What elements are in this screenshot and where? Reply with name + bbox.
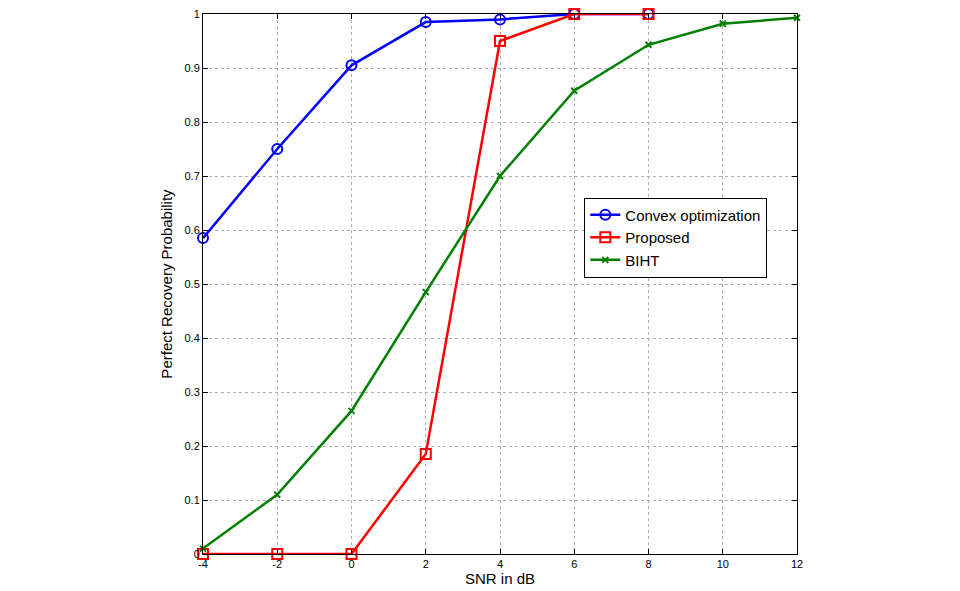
svg-text:0.1: 0.1 (185, 494, 200, 506)
svg-text:0.4: 0.4 (185, 332, 200, 344)
svg-text:0.2: 0.2 (185, 440, 200, 452)
svg-text:BIHT: BIHT (625, 252, 659, 269)
svg-text:4: 4 (497, 558, 503, 570)
svg-text:0.6: 0.6 (185, 224, 200, 236)
svg-text:0.9: 0.9 (185, 62, 200, 74)
svg-text:6: 6 (571, 558, 577, 570)
svg-text:0.5: 0.5 (185, 278, 200, 290)
svg-text:Convex optimization: Convex optimization (625, 207, 760, 224)
svg-text:0: 0 (348, 558, 354, 570)
svg-text:-4: -4 (198, 558, 208, 570)
svg-text:12: 12 (791, 558, 803, 570)
svg-text:0.7: 0.7 (185, 170, 200, 182)
svg-text:10: 10 (717, 558, 729, 570)
svg-text:1: 1 (194, 8, 200, 20)
svg-text:0.3: 0.3 (185, 386, 200, 398)
svg-text:8: 8 (645, 558, 651, 570)
svg-text:-2: -2 (272, 558, 282, 570)
svg-text:2: 2 (423, 558, 429, 570)
svg-text:0: 0 (194, 548, 200, 560)
svg-text:SNR in dB: SNR in dB (465, 570, 535, 587)
svg-text:Proposed: Proposed (625, 229, 689, 246)
svg-text:0.8: 0.8 (185, 116, 200, 128)
svg-text:Perfect Recovery Probability: Perfect Recovery Probability (158, 189, 175, 379)
